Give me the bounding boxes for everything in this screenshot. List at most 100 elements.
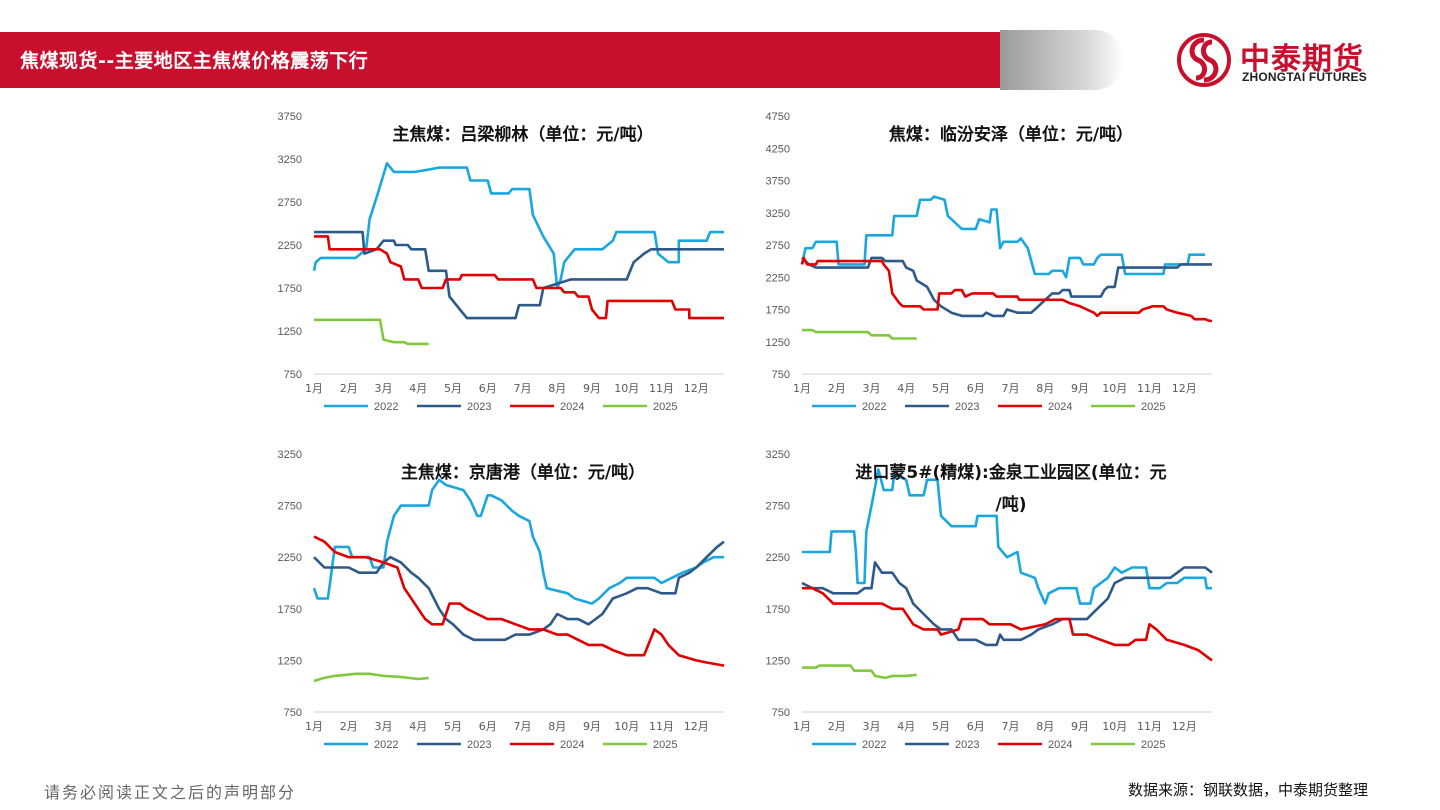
- x-tick-label: 5月: [932, 720, 950, 733]
- y-tick-label: 3250: [766, 208, 790, 220]
- series-line-2024: [314, 235, 724, 320]
- legend-label: 2025: [1141, 401, 1165, 413]
- x-tick-label: 11月: [1137, 720, 1162, 733]
- x-tick-label: 1月: [305, 382, 323, 395]
- y-tick-label: 750: [284, 707, 302, 719]
- page-title: 焦煤现货--主要地区主焦煤价格震荡下行: [20, 50, 369, 72]
- x-tick-label: 3月: [862, 720, 880, 733]
- x-tick-label: 9月: [1071, 720, 1089, 733]
- company-logo-icon: [1177, 33, 1231, 87]
- y-tick-label: 1250: [278, 655, 302, 667]
- chart-title: 进口蒙5#(精煤):金泉工业园区(单位：元: [855, 462, 1166, 483]
- x-tick-label: 10月: [614, 382, 639, 395]
- y-tick-label: 1750: [278, 283, 302, 295]
- legend-label: 2022: [374, 739, 398, 751]
- x-tick-label: 10月: [1102, 720, 1127, 733]
- series-line-2025: [314, 318, 429, 346]
- chart-jingtang-port: 750 1250 1750 2250 2750 3250 1月 2月 3月 4月 5月 6月 7月 8月 9…: [262, 440, 742, 766]
- series-line-2024: [313, 535, 725, 667]
- x-tick-label: 4月: [409, 720, 427, 733]
- series-line-2025: [802, 664, 917, 680]
- x-tick-label: 3月: [862, 382, 880, 395]
- y-tick-label: 1750: [766, 604, 790, 616]
- x-tick-label: 10月: [614, 720, 639, 733]
- chart-lvliang-liulin: 750 1250 1750 2250 2750 3250 3750 1月 2月 3月 4月 5月 6月 7…: [262, 102, 742, 428]
- x-tick-label: 2月: [828, 720, 846, 733]
- chart-title: 焦煤：临汾安泽（单位：元/吨）: [888, 124, 1133, 145]
- legend-label: 2023: [955, 401, 979, 413]
- x-tick-label: 7月: [513, 382, 531, 395]
- chart-title: /吨): [996, 494, 1027, 515]
- x-tick-label: 12月: [1172, 382, 1197, 395]
- legend-label: 2023: [467, 739, 491, 751]
- x-tick-label: 2月: [340, 382, 358, 395]
- x-tick-label: 12月: [1172, 720, 1197, 733]
- series-line-2023: [313, 540, 725, 642]
- data-source-text: 数据来源：钢联数据，中泰期货整理: [1128, 781, 1369, 799]
- x-tick-label: 10月: [1102, 382, 1127, 395]
- y-tick-label: 2250: [766, 552, 790, 564]
- y-tick-label: 2250: [766, 272, 790, 284]
- x-tick-label: 1月: [793, 382, 811, 395]
- x-tick-label: 8月: [1036, 720, 1054, 733]
- series-line-2022: [312, 478, 724, 605]
- series-line-2022: [312, 162, 724, 290]
- series-line-2024: [800, 256, 1213, 323]
- legend-label: 2024: [560, 739, 584, 751]
- chart-svg: 750 1250 1750 2250 2750 3250 1月 2月 3月 4月 5月 6月 7月 8月 9…: [766, 449, 1213, 751]
- x-tick-label: 6月: [479, 720, 497, 733]
- title-banner: [0, 32, 1060, 88]
- x-tick-label: 8月: [548, 382, 566, 395]
- x-tick-label: 2月: [340, 720, 358, 733]
- chart-mongolia-5-jinquan: 750 1250 1750 2250 2750 3250 1月 2月 3月 4月 5月 6月 7月 8月 9…: [750, 440, 1230, 766]
- x-tick-label: 6月: [967, 382, 985, 395]
- series-line-2022: [802, 468, 1212, 605]
- y-tick-label: 3250: [766, 449, 790, 461]
- x-tick-label: 5月: [444, 382, 462, 395]
- chart-linfen-anze: 750 1250 1750 2250 2750 3250 3750 4250 4750 1月 2月 3…: [750, 102, 1230, 428]
- y-tick-label: 2750: [766, 501, 790, 513]
- y-tick-label: 2750: [766, 240, 790, 252]
- y-tick-label: 3750: [766, 176, 790, 188]
- series-line-2023: [314, 230, 724, 320]
- legend-label: 2025: [653, 401, 677, 413]
- chart-title: 主焦煤：京唐港（单位：元/吨）: [401, 462, 645, 483]
- y-tick-label: 1250: [766, 655, 790, 667]
- y-tick-label: 2250: [278, 240, 302, 252]
- chart-title: 主焦煤：吕梁柳林（单位：元/吨）: [392, 124, 653, 145]
- y-tick-label: 1250: [766, 337, 790, 349]
- x-tick-label: 7月: [1001, 382, 1019, 395]
- chart-svg: 750 1250 1750 2250 2750 3250 1月 2月 3月 4月 5月 6月 7月 8月 9…: [278, 449, 725, 751]
- series-line-2023: [801, 561, 1213, 647]
- legend-label: 2024: [1048, 401, 1072, 413]
- series-line-2025: [802, 328, 917, 340]
- x-tick-label: 11月: [1137, 382, 1162, 395]
- legend-label: 2022: [862, 401, 886, 413]
- series-line-2022: [800, 195, 1206, 279]
- legend-label: 2025: [653, 739, 677, 751]
- logo-english-name: ZHONGTAI FUTURES: [1242, 70, 1367, 84]
- chart-svg: 750 1250 1750 2250 2750 3250 3750 1月 2月 3月 4月 5月 6月 7…: [278, 111, 724, 413]
- x-tick-label: 1月: [305, 720, 323, 733]
- x-tick-label: 3月: [374, 382, 392, 395]
- x-tick-label: 2月: [828, 382, 846, 395]
- x-tick-label: 4月: [897, 382, 915, 395]
- y-tick-label: 750: [772, 369, 790, 381]
- y-tick-label: 2750: [278, 197, 302, 209]
- x-tick-label: 6月: [967, 720, 985, 733]
- series-line-2024: [802, 586, 1213, 662]
- disclaimer-text: 请务必阅读正文之后的声明部分: [44, 783, 297, 802]
- y-tick-label: 1750: [766, 305, 790, 317]
- y-tick-label: 3250: [278, 449, 302, 461]
- x-tick-label: 4月: [897, 720, 915, 733]
- y-tick-label: 750: [284, 369, 302, 381]
- x-tick-label: 5月: [932, 382, 950, 395]
- y-tick-label: 4250: [766, 143, 790, 155]
- legend-label: 2022: [862, 739, 886, 751]
- x-tick-label: 5月: [444, 720, 462, 733]
- x-tick-label: 1月: [793, 720, 811, 733]
- x-tick-label: 9月: [1071, 382, 1089, 395]
- x-tick-label: 9月: [583, 382, 601, 395]
- legend-label: 2022: [374, 401, 398, 413]
- legend-label: 2024: [560, 401, 584, 413]
